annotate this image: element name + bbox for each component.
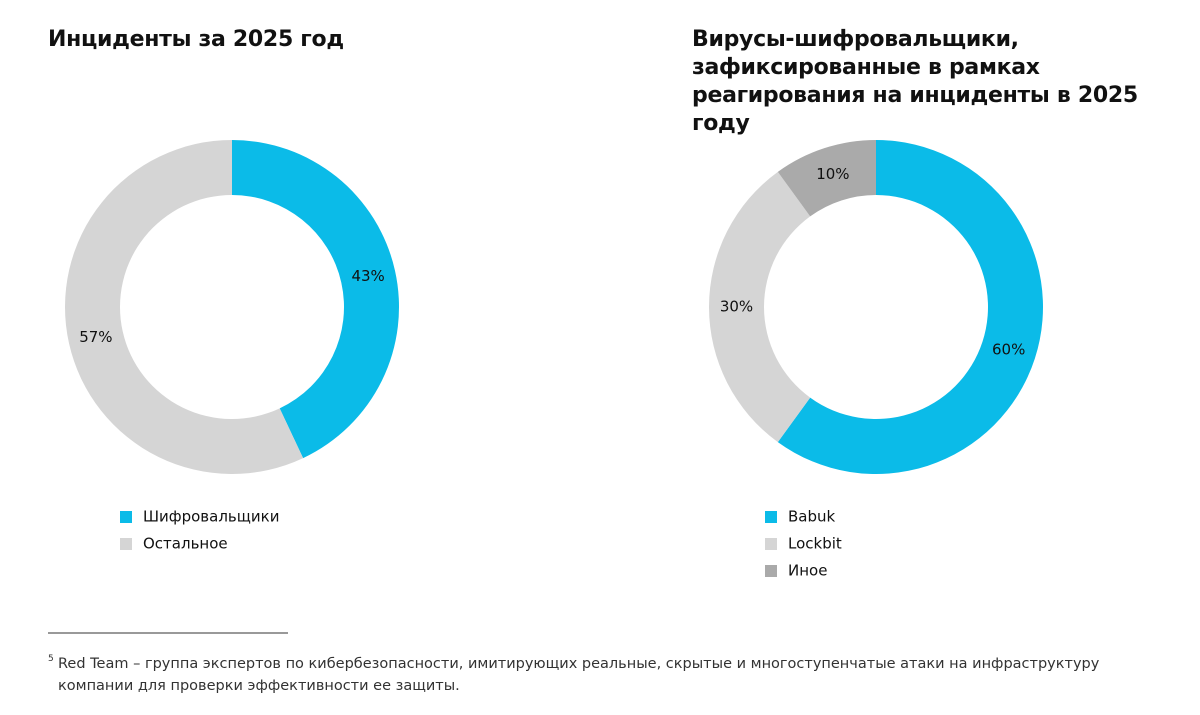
donut-segment — [232, 140, 400, 459]
value-label: 10% — [816, 165, 849, 183]
donut-segment — [777, 140, 876, 217]
value-label: 43% — [351, 267, 384, 285]
donut-segment — [709, 171, 811, 443]
value-label: 30% — [720, 298, 753, 316]
legend-label: Шифровальщики — [143, 508, 279, 526]
legend-label: Lockbit — [788, 535, 842, 553]
chart-title: Инциденты за 2025 год — [48, 27, 344, 52]
chart-title: Вирусы-шифровальщики, зафиксированные в … — [692, 27, 1138, 136]
footnote: 5 Red Team – группа экспертов по кибербез… — [48, 653, 1168, 697]
donut-segment — [777, 140, 1043, 475]
footnote-text: Red Team – группа экспертов по кибербезо… — [58, 656, 1100, 694]
legend-label: Иное — [788, 562, 827, 580]
donut-segment — [65, 140, 304, 474]
legend-swatch — [120, 511, 132, 523]
legend-swatch — [765, 538, 777, 550]
legend-swatch — [765, 565, 777, 577]
footnote-marker: 5 — [48, 654, 54, 664]
legend-label: Остальное — [143, 535, 228, 553]
value-label: 60% — [992, 341, 1025, 359]
value-label: 57% — [79, 328, 112, 346]
legend-swatch — [120, 538, 132, 550]
legend-swatch — [765, 511, 777, 523]
legend-label: Babuk — [788, 508, 836, 526]
